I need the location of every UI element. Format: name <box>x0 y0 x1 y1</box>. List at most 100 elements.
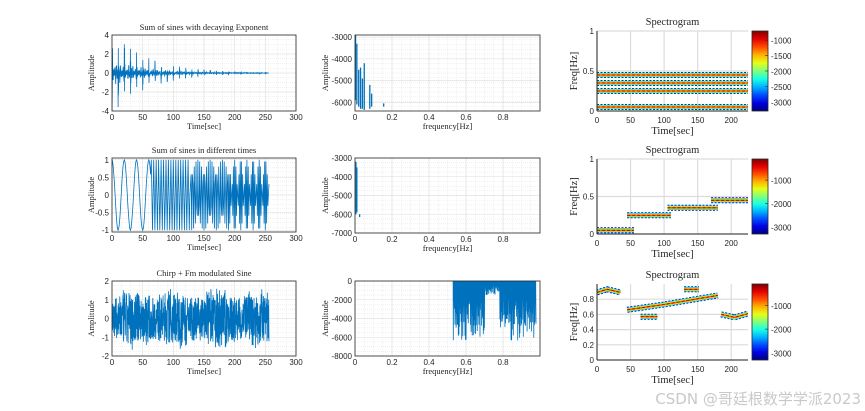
chart-title: Sum of sines with decaying Exponent <box>140 22 269 32</box>
tick-label: 150 <box>197 358 211 367</box>
tick-label: 50 <box>626 365 635 374</box>
tick-label: 200 <box>228 113 242 122</box>
tick-label: 0.6 <box>583 310 595 319</box>
tick-label: 0.5 <box>98 173 110 182</box>
tick-label: -0.5 <box>95 209 109 218</box>
watermark: CSDN @哥廷根数学学派2023 <box>655 390 861 408</box>
tick-label: -1 <box>102 333 110 342</box>
axes-box <box>111 34 297 112</box>
tick-label: 0 <box>590 107 595 116</box>
tick-label: 200 <box>725 116 739 125</box>
tick-label: 50 <box>626 116 635 125</box>
tick-label: 50 <box>138 113 147 122</box>
tick-label: 300 <box>289 113 303 122</box>
tick-label: 0.5 <box>583 67 595 76</box>
signal-line <box>112 44 269 111</box>
tick-label: 250 <box>259 358 273 367</box>
axes-box <box>354 280 541 357</box>
colorbar-tick-label: -2000 <box>771 200 792 209</box>
plot-area <box>597 284 748 360</box>
y-axis-label: Freq[Hz] <box>569 177 580 215</box>
tick-label: 0 <box>353 113 358 122</box>
tick-label: 1 <box>590 27 595 36</box>
p1_freq-axes: 0.2 0.4 0.6 0.8 0-6000 -5000 -4000 -3000 frequen… <box>320 33 541 131</box>
tick-label: 2 <box>105 277 110 286</box>
tick-label: 0.8 <box>583 295 595 304</box>
tick-label: 0 <box>595 365 600 374</box>
tick-label: -8000 <box>332 352 353 361</box>
tick-label: 0 <box>105 315 110 324</box>
p2_spec-axes: 0 50 100 150 200 0 0.5 1 Spectrogram Time[sec] Fre… <box>569 145 792 260</box>
y-axis-label: Amplitude <box>86 55 96 92</box>
tick-label: 0.2 <box>386 358 398 367</box>
p3_freq-axes: 0 0.2 0.4 0.6 0.8 -8000 -6000 -4000 -2000 0 freque… <box>320 277 541 376</box>
chart-title: Sum of sines in different times <box>152 145 256 155</box>
axes-box <box>111 157 297 233</box>
tick-label: 0.8 <box>497 235 509 244</box>
x-axis-label: Time[sec] <box>651 375 693 386</box>
p3_spec-axes: 0 50 100 150 200 0 0.2 0.4 0.6 0.8 Spectrogram Time… <box>569 270 792 386</box>
tick-label: 0 <box>110 358 115 367</box>
spectrogram-track <box>627 295 718 311</box>
tick-label: 200 <box>725 365 739 374</box>
y-axis-label: Freq[Hz] <box>569 52 580 90</box>
tick-label: 150 <box>197 234 211 243</box>
p3_time-axes: 0 50 100 150 200 250 300 -2 -1 0 1 2 Chirp + Fm modu… <box>86 268 303 376</box>
tick-label: 0.2 <box>583 341 595 350</box>
chart-title: Chirp + Fm modulated Sine <box>157 268 252 278</box>
tick-label: 100 <box>167 234 181 243</box>
tick-label: 250 <box>259 113 273 122</box>
tick-label: 0 <box>110 234 115 243</box>
tick-label: 100 <box>167 113 181 122</box>
tick-label: 1 <box>590 155 595 164</box>
p2_freq-axes: 0.2 0.4 0.6 0.8 0-7000 -6000 -5000 -4000 -3000 fr… <box>320 154 541 253</box>
tick-label: -3000 <box>332 154 353 163</box>
x-axis-label: Time[sec] <box>651 249 693 260</box>
colorbar-tick-label: -1000 <box>771 177 792 186</box>
tick-label: 0.5 <box>583 193 595 202</box>
tick-label: 0.4 <box>423 113 435 122</box>
tick-label: 0 <box>348 277 353 286</box>
x-axis-label: frequency[Hz] <box>423 243 473 253</box>
signal-line <box>112 158 270 232</box>
series <box>452 281 537 341</box>
tick-label: 0.6 <box>460 235 472 244</box>
tick-label: 0.4 <box>423 358 435 367</box>
p1_spec-axes: 0 50 100 150 200 0 0.5 1 Spectrogram Time[sec] Fre… <box>569 17 792 137</box>
p1_time-axes: 0 50 100 150 200 250 300 -4 -2 0 2 4 Sum of sines wi… <box>86 22 303 131</box>
series <box>597 286 748 321</box>
tick-label: 150 <box>197 113 211 122</box>
series <box>597 197 748 234</box>
y-axis-label: Amplitude <box>320 55 330 92</box>
tick-label: 1 <box>105 296 110 305</box>
y-axis-label: Freq[Hz] <box>569 303 580 341</box>
spectrogram-track <box>721 312 748 319</box>
tick-label: 250 <box>259 234 273 243</box>
series <box>597 72 748 110</box>
tick-label: 0.6 <box>460 113 472 122</box>
tick-label: -1 <box>102 226 110 235</box>
x-axis-label: Time[sec] <box>187 366 221 376</box>
x-axis-label: frequency[Hz] <box>423 121 473 131</box>
tick-label: 0.4 <box>583 326 595 335</box>
tick-label: 0.2 <box>386 113 398 122</box>
tick-label: 0.6 <box>460 358 472 367</box>
tick-label: -2 <box>102 352 110 361</box>
tick-label: 0 <box>590 230 595 239</box>
tick-label: -2 <box>102 88 110 97</box>
tick-label: 300 <box>289 234 303 243</box>
tick-label: 100 <box>657 239 671 248</box>
tick-label: 0.2 <box>386 235 398 244</box>
tick-label: 200 <box>725 239 739 248</box>
tick-label: 50 <box>138 234 147 243</box>
series <box>112 158 270 232</box>
tick-label: 0 <box>353 358 358 367</box>
tick-label: -4 <box>102 107 110 116</box>
tick-label: 150 <box>691 239 705 248</box>
tick-label: 50 <box>138 358 147 367</box>
tick-label: 1 <box>105 156 110 165</box>
tick-label: 0.8 <box>497 113 509 122</box>
x-axis-label: Time[sec] <box>187 121 221 131</box>
tick-label: 0.8 <box>497 358 509 367</box>
